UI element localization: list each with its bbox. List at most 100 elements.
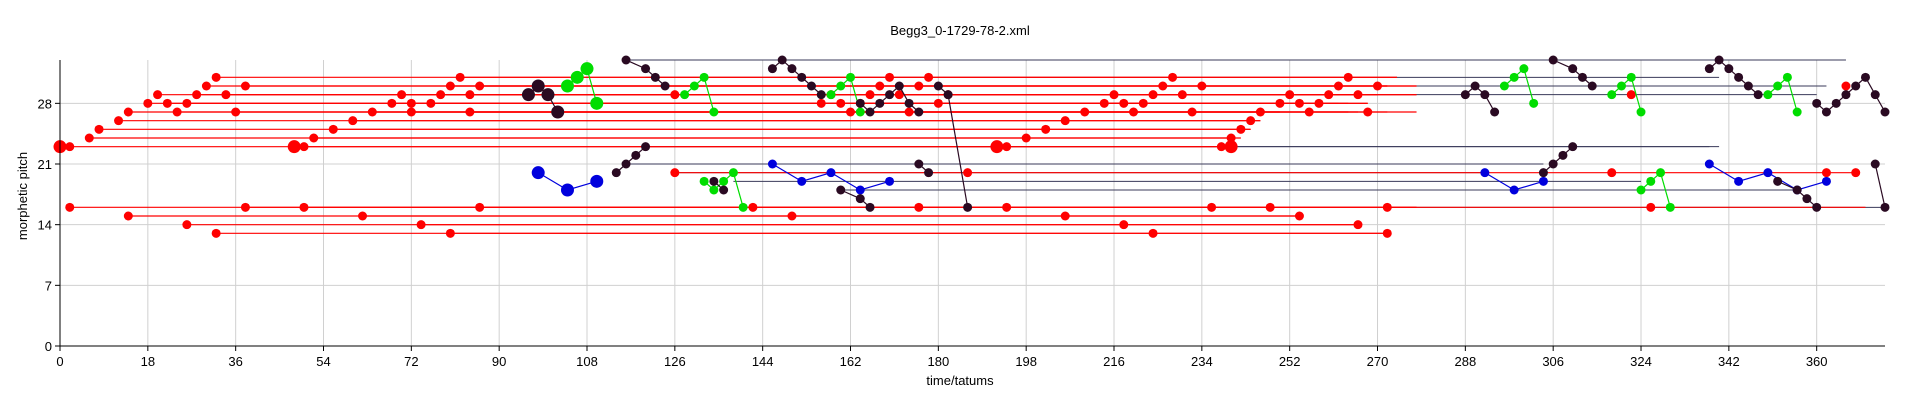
data-point — [1353, 220, 1363, 230]
motif-line — [830, 76, 861, 113]
motif-line — [684, 76, 715, 113]
data-point — [933, 81, 943, 91]
data-point — [1294, 211, 1304, 221]
data-point — [709, 176, 719, 186]
data-point — [1177, 90, 1187, 100]
data-point — [397, 90, 407, 100]
data-point — [1841, 90, 1851, 100]
data-point — [1509, 72, 1519, 82]
data-point — [943, 90, 953, 100]
data-point — [1763, 168, 1773, 178]
data-point — [689, 81, 699, 91]
data-point — [387, 98, 397, 108]
data-point — [846, 107, 856, 117]
data-point — [328, 124, 338, 134]
x-tick-label: 54 — [316, 354, 330, 369]
data-point — [1821, 176, 1831, 186]
data-point — [1646, 176, 1656, 186]
data-point — [1792, 185, 1802, 195]
data-point — [1538, 176, 1548, 186]
data-point — [240, 81, 250, 91]
data-point — [1548, 159, 1558, 169]
data-point — [1616, 81, 1626, 91]
y-tick-label: 21 — [38, 157, 52, 172]
data-point — [1021, 133, 1031, 143]
data-point — [1275, 98, 1285, 108]
data-point — [719, 185, 729, 195]
data-point — [1324, 90, 1334, 100]
motif-line — [615, 146, 646, 174]
data-point — [1607, 168, 1617, 178]
x-tick-label: 360 — [1806, 354, 1828, 369]
data-point — [1831, 98, 1841, 108]
highlight-point — [560, 79, 574, 93]
data-point — [1821, 107, 1831, 117]
data-point — [240, 202, 250, 212]
data-point — [1734, 176, 1744, 186]
data-point — [182, 98, 192, 108]
data-point — [611, 168, 621, 178]
data-point — [143, 98, 153, 108]
data-point — [777, 55, 787, 65]
x-tick-label: 198 — [1015, 354, 1037, 369]
data-point — [914, 81, 924, 91]
data-point — [748, 202, 758, 212]
data-point — [1382, 228, 1392, 238]
data-point — [182, 220, 192, 230]
data-point — [358, 211, 368, 221]
data-point — [1626, 72, 1636, 82]
data-point — [1373, 81, 1383, 91]
data-point — [1119, 220, 1129, 230]
data-point — [660, 81, 670, 91]
motif-line — [1543, 146, 1574, 174]
data-point — [719, 176, 729, 186]
data-point — [699, 72, 709, 82]
motif-line — [1767, 76, 1798, 113]
data-point — [1812, 98, 1822, 108]
data-point — [114, 116, 124, 126]
data-point — [1529, 98, 1539, 108]
data-point — [797, 176, 807, 186]
data-point — [1870, 159, 1880, 169]
x-tick-label: 72 — [404, 354, 418, 369]
data-point — [1041, 124, 1051, 134]
data-point — [875, 81, 885, 91]
data-point — [406, 98, 416, 108]
data-point — [211, 72, 221, 82]
data-point — [1665, 202, 1675, 212]
data-point — [94, 124, 104, 134]
connector-lines — [528, 59, 1885, 208]
x-tick-label: 0 — [56, 354, 63, 369]
data-point — [641, 142, 651, 152]
highlight-point — [590, 96, 604, 110]
data-point — [855, 185, 865, 195]
data-point — [1333, 81, 1343, 91]
data-point — [1265, 202, 1275, 212]
data-point — [1607, 90, 1617, 100]
data-point — [826, 168, 836, 178]
data-point — [1704, 64, 1714, 74]
x-tick-label: 180 — [927, 354, 949, 369]
data-point — [1480, 168, 1490, 178]
motif-line — [625, 59, 666, 87]
data-point — [1480, 90, 1490, 100]
y-axis-label: morphetic pitch — [15, 152, 30, 240]
data-point — [231, 107, 241, 117]
data-point — [1343, 72, 1353, 82]
data-point — [914, 159, 924, 169]
data-point — [1870, 90, 1880, 100]
data-point — [738, 202, 748, 212]
data-point — [885, 72, 895, 82]
data-point — [865, 202, 875, 212]
data-point — [1197, 81, 1207, 91]
motif-line — [1464, 85, 1496, 113]
data-point — [426, 98, 436, 108]
data-point — [1314, 98, 1324, 108]
x-tick-label: 108 — [576, 354, 598, 369]
data-point — [1499, 81, 1509, 91]
data-point — [1860, 72, 1870, 82]
data-point — [1138, 98, 1148, 108]
data-point — [709, 185, 719, 195]
data-point — [1656, 168, 1666, 178]
data-point — [1626, 90, 1636, 100]
